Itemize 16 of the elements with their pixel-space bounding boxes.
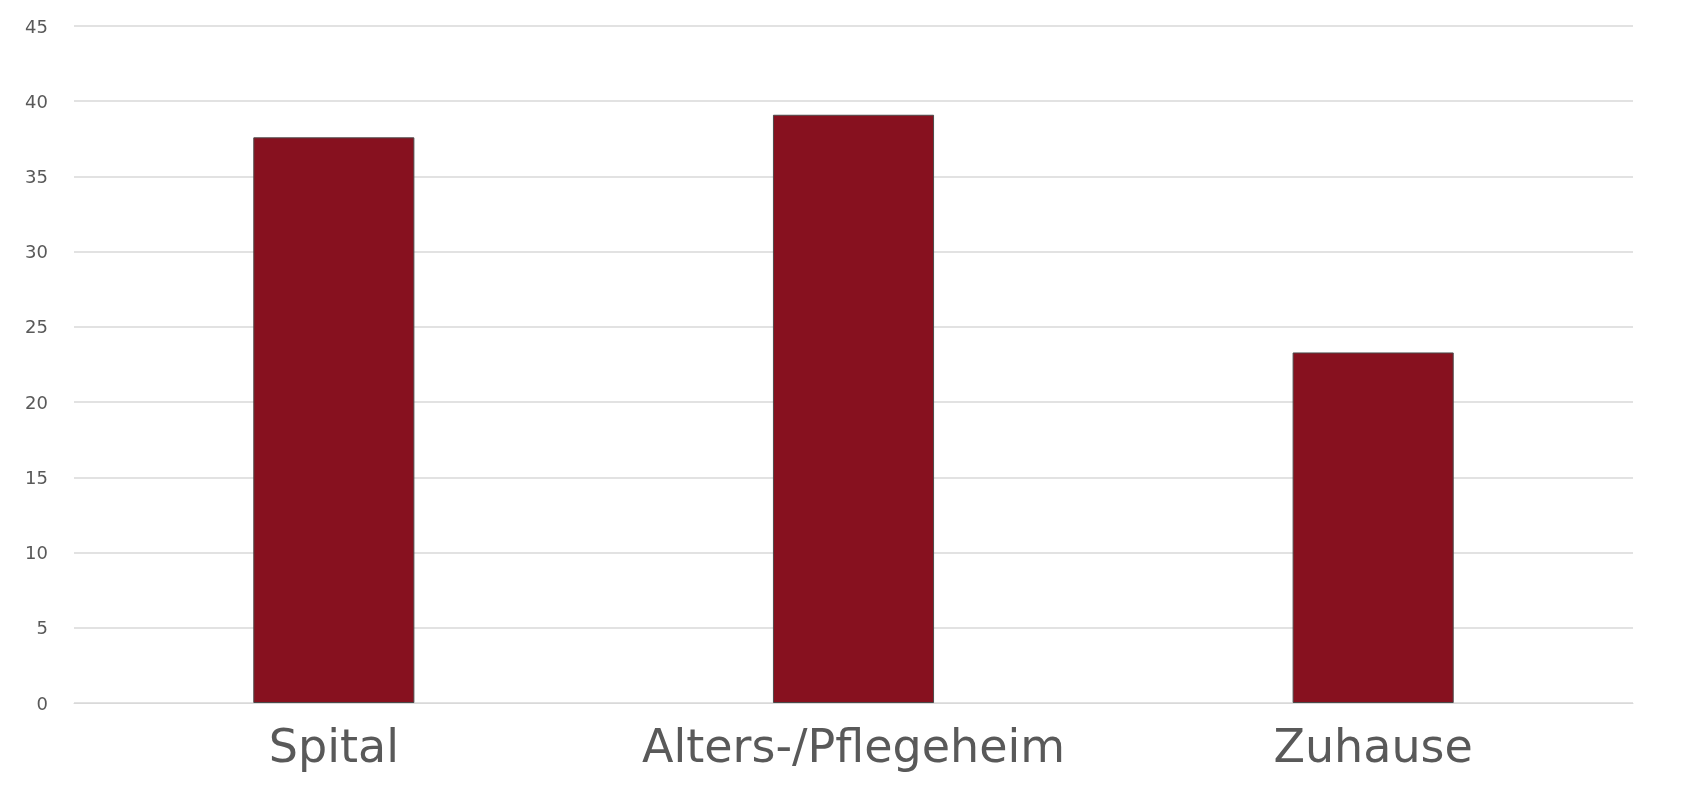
y-tick-label: 20 — [25, 391, 48, 413]
y-tick-label: 45 — [25, 15, 48, 37]
x-tick-label: Spital — [268, 719, 399, 773]
y-tick-label: 0 — [36, 692, 48, 714]
x-tick-label: Alters-/Pflegeheim — [641, 719, 1066, 773]
y-tick-label: 10 — [25, 542, 48, 564]
bar — [772, 114, 935, 703]
bar — [253, 137, 415, 703]
y-tick-label: 25 — [25, 316, 48, 338]
y-tick-label: 30 — [25, 241, 48, 263]
y-tick-label: 15 — [25, 466, 48, 488]
bar — [1292, 352, 1454, 703]
y-tick-label: 40 — [25, 90, 48, 112]
y-tick-label: 5 — [36, 617, 48, 639]
y-tick-label: 35 — [25, 165, 48, 187]
x-tick-label: Zuhause — [1273, 719, 1473, 773]
